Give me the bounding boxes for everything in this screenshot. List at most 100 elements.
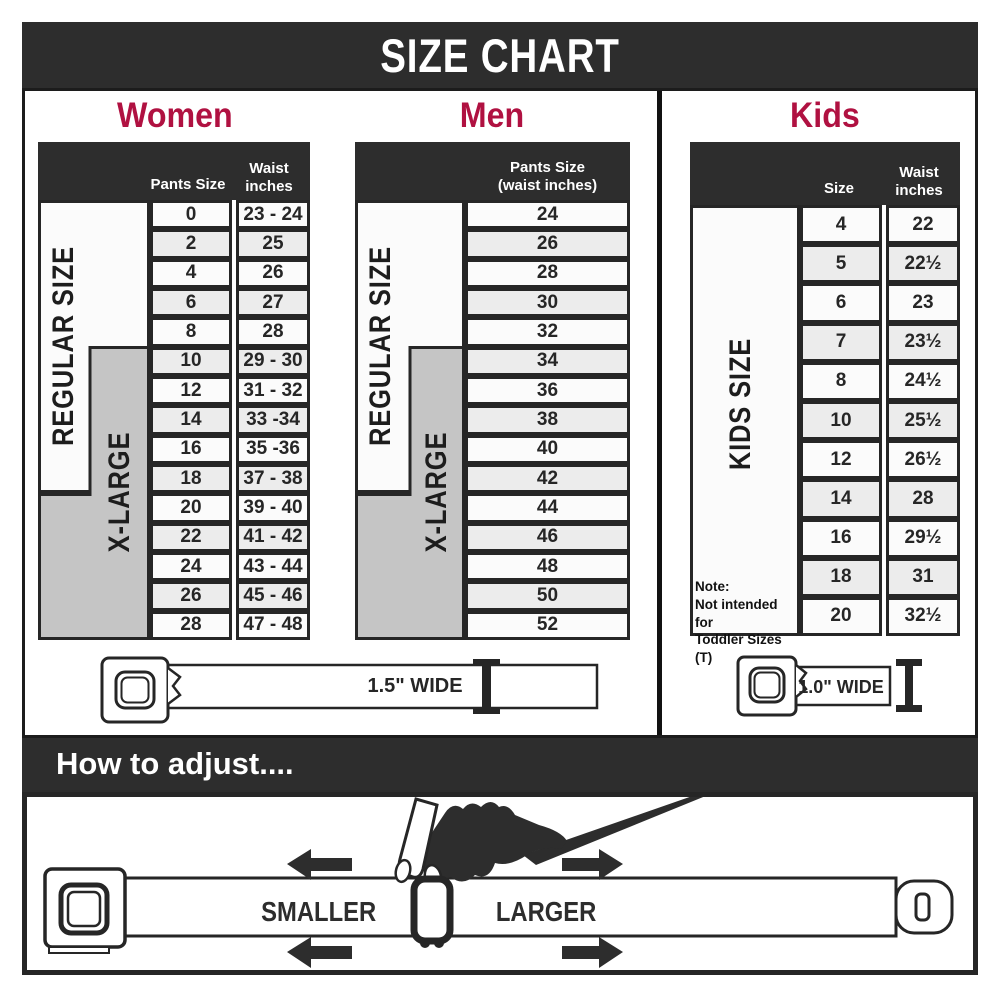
table-row: 12 26½	[800, 440, 960, 480]
adjust-heading: How to adjust....	[56, 746, 294, 781]
table-cell: 5	[800, 244, 882, 284]
women-regular-size-label: REGULAR SIZE	[47, 245, 80, 447]
women-size-table: 0 23 - 24 2 25 4 26 6 27 8 28 10 29 - 30 12 31 - 32 14…	[150, 200, 310, 640]
table-row: 26	[465, 229, 630, 259]
table-cell: 25½	[886, 400, 960, 441]
table-cell: 32½	[886, 596, 960, 637]
table-row: 22 41 - 42	[150, 522, 310, 552]
table-cell: 22	[886, 205, 960, 245]
table-cell: 12	[150, 375, 232, 406]
table-row: 4 22	[800, 205, 960, 245]
kids-belt-width-label: 1.0" WIDE	[798, 677, 884, 697]
larger-label: LARGER	[495, 896, 597, 927]
adjust-illustration-panel	[22, 792, 978, 975]
table-cell: 33 -34	[236, 405, 310, 435]
table-row: 2 25	[150, 229, 310, 259]
table-cell: 25	[236, 229, 310, 259]
table-row: 40	[465, 434, 630, 464]
table-cell: 46	[465, 522, 630, 552]
adjust-banner: How to adjust....	[22, 738, 978, 792]
table-cell: 30	[465, 287, 630, 318]
men-col-pants-size: Pants Size (waist inches)	[497, 159, 598, 194]
table-cell: 26½	[886, 440, 960, 480]
table-cell: 28	[150, 610, 232, 640]
men-regular-size-label: REGULAR SIZE	[364, 245, 397, 447]
table-row: 8 28	[150, 317, 310, 347]
table-cell: 24½	[886, 361, 960, 401]
table-cell: 24	[150, 551, 232, 582]
table-cell: 10	[800, 400, 882, 441]
table-cell: 14	[800, 479, 882, 519]
table-cell: 18	[800, 557, 882, 597]
table-cell: 22½	[886, 244, 960, 284]
table-row: 12 31 - 32	[150, 375, 310, 406]
table-cell: 22	[150, 522, 232, 552]
table-row: 10 25½	[800, 400, 960, 441]
table-row: 16 29½	[800, 518, 960, 558]
table-row: 24	[465, 200, 630, 230]
table-cell: 26	[236, 258, 310, 288]
table-row: 20 39 - 40	[150, 493, 310, 523]
table-cell: 20	[150, 493, 232, 523]
table-row: 50	[465, 581, 630, 611]
table-cell: 26	[465, 229, 630, 259]
kids-width-marker-icon	[896, 659, 922, 712]
table-cell: 6	[800, 283, 882, 323]
women-col-waist: Waist inches	[245, 160, 293, 195]
table-row: 24 43 - 44	[150, 551, 310, 582]
table-cell: 31 - 32	[236, 375, 310, 406]
table-cell: 43 - 44	[236, 551, 310, 582]
table-row: 28 47 - 48	[150, 610, 310, 640]
women-section-title: Women	[117, 96, 233, 135]
adult-belt-illustration	[100, 656, 599, 724]
table-cell: 45 - 46	[236, 581, 310, 611]
table-row: 18 31	[800, 557, 960, 597]
table-cell: 4	[150, 258, 232, 288]
title-banner: SIZE CHART	[22, 22, 978, 88]
kids-size-box	[690, 205, 800, 636]
table-row: 48	[465, 551, 630, 582]
arrow-right-top-icon	[562, 849, 623, 880]
kids-section-title: Kids	[790, 96, 860, 135]
adult-width-marker-icon	[473, 659, 500, 714]
table-cell: 0	[150, 200, 232, 230]
kids-belt-illustration	[736, 655, 922, 717]
table-row: 46	[465, 522, 630, 552]
table-row: 16 35 -36	[150, 434, 310, 464]
table-cell: 50	[465, 581, 630, 611]
arrow-left-bottom-icon	[287, 937, 352, 968]
table-cell: 38	[465, 405, 630, 435]
women-xlarge-box	[38, 346, 150, 640]
table-row: 26 45 - 46	[150, 581, 310, 611]
table-cell: 28	[465, 258, 630, 288]
table-cell: 7	[800, 322, 882, 362]
table-row: 42	[465, 463, 630, 494]
table-row: 30	[465, 287, 630, 318]
kids-table-header: Size Waist inches	[690, 142, 960, 205]
kids-col-size: Size	[823, 180, 854, 197]
table-row: 34	[465, 346, 630, 376]
arrow-right-bottom-icon	[562, 937, 623, 968]
table-row: 14 28	[800, 479, 960, 519]
table-cell: 42	[465, 463, 630, 494]
table-cell: 16	[150, 434, 232, 464]
table-cell: 16	[800, 518, 882, 558]
table-cell: 39 - 40	[236, 493, 310, 523]
table-row: 5 22½	[800, 244, 960, 284]
table-cell: 20	[800, 596, 882, 637]
arrow-left-top-icon	[287, 849, 352, 880]
table-row: 10 29 - 30	[150, 346, 310, 376]
belt-tip-icon	[894, 879, 954, 935]
kids-size-side-label: KIDS SIZE	[724, 337, 757, 471]
table-cell: 28	[886, 479, 960, 519]
table-cell: 18	[150, 463, 232, 494]
table-cell: 12	[800, 440, 882, 480]
women-xlarge-label: X-LARGE	[103, 431, 136, 553]
table-cell: 2	[150, 229, 232, 259]
table-cell: 41 - 42	[236, 522, 310, 552]
table-row: 0 23 - 24	[150, 200, 310, 230]
table-row: 7 23½	[800, 322, 960, 362]
women-col-pants-size: Pants Size	[150, 176, 226, 193]
table-cell: 8	[800, 361, 882, 401]
